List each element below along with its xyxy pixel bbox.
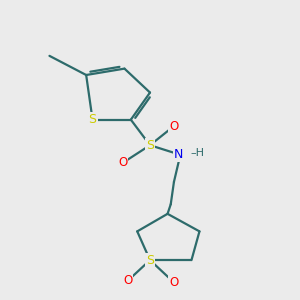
- Text: O: O: [123, 274, 132, 287]
- Text: O: O: [118, 156, 128, 169]
- Text: O: O: [169, 120, 178, 133]
- Text: S: S: [88, 113, 97, 126]
- Text: S: S: [146, 139, 154, 152]
- Text: N: N: [174, 148, 183, 161]
- Text: O: O: [169, 276, 178, 289]
- Text: S: S: [146, 254, 154, 267]
- Text: –H: –H: [191, 148, 205, 158]
